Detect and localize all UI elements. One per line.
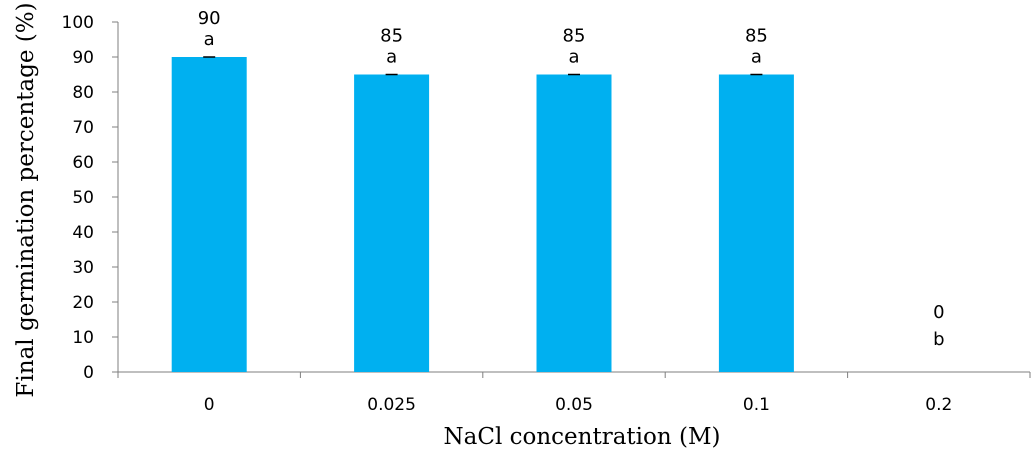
- y-tick-label: 50: [72, 188, 94, 208]
- y-tick-label: 20: [72, 293, 94, 313]
- x-tick-label: 0.1: [743, 395, 770, 415]
- data-label-value: 90: [198, 8, 221, 29]
- data-label-value: 0: [933, 302, 944, 323]
- bar: [536, 74, 612, 372]
- x-tick-label: 0: [204, 395, 215, 415]
- y-tick-label: 30: [72, 258, 94, 278]
- significance-letter: a: [386, 47, 397, 68]
- y-tick-label: 90: [72, 48, 94, 68]
- significance-letter: b: [933, 329, 944, 350]
- bar: [718, 74, 794, 372]
- y-tick-label: 10: [72, 328, 94, 348]
- significance-letter: a: [204, 29, 215, 50]
- x-tick-label: 0.2: [925, 395, 952, 415]
- data-label-value: 85: [380, 26, 403, 47]
- y-tick-label: 40: [72, 223, 94, 243]
- x-axis: 0 0.025 0.05 0.1 0.2: [117, 371, 1031, 415]
- bar: [354, 74, 430, 372]
- bars: [171, 56, 794, 372]
- y-tick-label: 100: [62, 13, 94, 33]
- significance-letter: a: [568, 47, 579, 68]
- data-label-value: 85: [745, 26, 768, 47]
- significance-letter: a: [751, 47, 762, 68]
- y-tick-label: 60: [72, 153, 94, 173]
- y-tick-label: 70: [72, 118, 94, 138]
- bar: [171, 57, 247, 372]
- y-axis: 0 10 20 30 40 50 60 70 80 90 100: [62, 13, 119, 383]
- y-tick-label: 80: [72, 83, 94, 103]
- x-axis-title: NaCl concentration (M): [444, 424, 721, 450]
- y-axis-title: Final germination percentage (%): [13, 2, 39, 397]
- x-tick-label: 0.05: [555, 395, 593, 415]
- y-tick-label: 0: [83, 363, 94, 383]
- data-label-value: 85: [563, 26, 586, 47]
- x-tick-label: 0.025: [367, 395, 416, 415]
